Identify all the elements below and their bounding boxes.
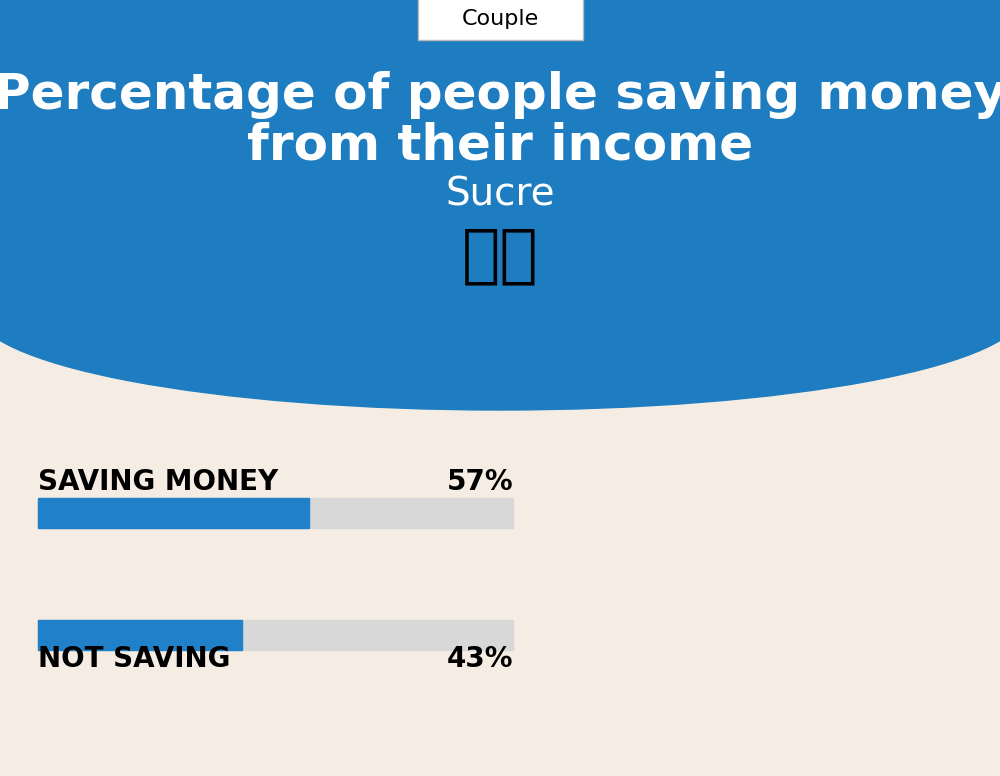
Text: NOT SAVING: NOT SAVING [38,645,230,673]
Bar [38,498,309,528]
Ellipse shape [0,210,1000,410]
Bar [0,0,1000,310]
Text: 57%: 57% [446,468,513,496]
Bar [38,620,513,650]
Text: from their income: from their income [247,121,753,169]
Text: 43%: 43% [446,645,513,673]
Text: 🇧🇴: 🇧🇴 [462,224,538,286]
Text: Percentage of people saving money: Percentage of people saving money [0,71,1000,119]
Bar [38,620,242,650]
Bar [38,498,513,528]
Text: SAVING MONEY: SAVING MONEY [38,468,278,496]
Text: Sucre: Sucre [445,176,555,214]
Text: Couple: Couple [461,9,539,29]
FancyBboxPatch shape [418,0,582,40]
